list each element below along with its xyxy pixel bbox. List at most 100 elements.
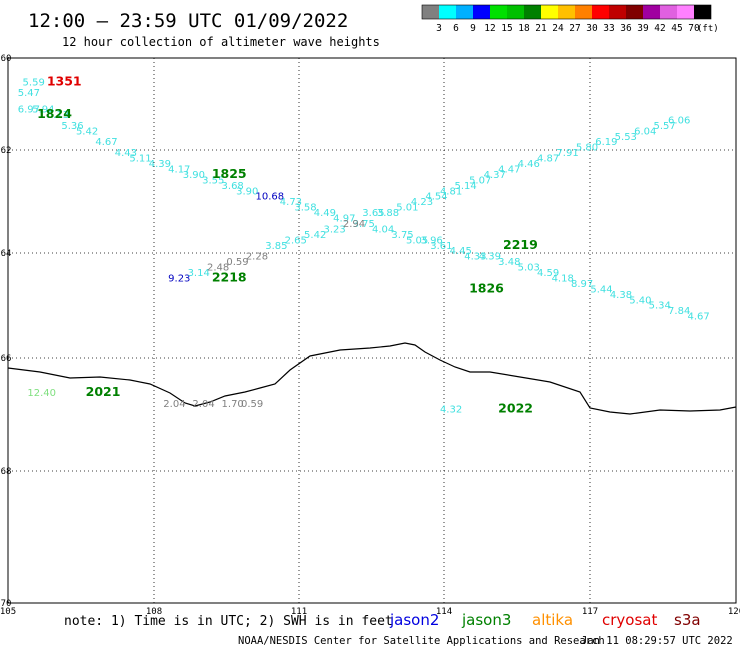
colorbar-label: 9 xyxy=(470,23,476,34)
swh-value-label: 5.53 xyxy=(615,132,637,143)
swh-value-label: 5.42 xyxy=(76,126,98,137)
swh-value-label: 2.94 xyxy=(343,219,365,230)
satellite-name: cryosat xyxy=(602,611,657,629)
swh-value-label: 4.87 xyxy=(537,154,559,165)
swh-value-label: 5.11 xyxy=(129,154,151,165)
pass-number-label: 2022 xyxy=(498,400,533,415)
swh-value-label: 12.40 xyxy=(27,388,56,399)
swh-value-label: 4.39 xyxy=(149,159,171,170)
swh-value-label: 5.80 xyxy=(576,143,598,154)
swh-value-label: 4.46 xyxy=(518,159,540,170)
lat-tick-label: 68 xyxy=(1,467,12,477)
lon-tick-label: 114 xyxy=(436,607,452,617)
colorbar-label: 36 xyxy=(620,23,632,34)
pass-labels: 1351 1824 1825 2219 1826 2218 2021 2022 xyxy=(37,73,538,415)
swh-value-label: 2.48 xyxy=(207,263,229,274)
pass-number-label: 2219 xyxy=(503,237,538,252)
pass-number-label: 1826 xyxy=(469,280,504,295)
colorbar-swatch xyxy=(660,5,677,19)
swh-value-label: 6.06 xyxy=(668,115,690,126)
swh-value-label: 5.13 xyxy=(47,110,69,121)
colorbar-unit: (ft) xyxy=(697,24,719,34)
swh-value-label: 4.45 xyxy=(450,246,472,257)
colorbar-label: 12 xyxy=(484,23,495,34)
swh-value-label: 4.38 xyxy=(610,290,632,301)
map-frame xyxy=(7,57,737,604)
swh-value-label: 4.23 xyxy=(411,197,433,208)
colorbar-label: 27 xyxy=(569,23,580,34)
swh-value-label: 6.97 xyxy=(18,105,40,116)
satellite-name: altika xyxy=(532,611,573,629)
lon-tick-label: 108 xyxy=(146,607,162,617)
swh-value-label: 5.05 xyxy=(406,235,428,246)
colorbar-label: 45 xyxy=(671,23,682,34)
swh-value-label: 3.68 xyxy=(222,181,244,192)
swh-value-label: 3.58 xyxy=(294,203,316,214)
footer-note: note: 1) Time is in UTC; 2) SWH is in fe… xyxy=(64,614,393,629)
colorbar-label: 33 xyxy=(603,23,614,34)
swh-value-label: 6.19 xyxy=(595,137,617,148)
lat-tick-label: 70 xyxy=(1,599,12,609)
swh-value-label: 4.97 xyxy=(333,214,355,225)
swh-value-label: 4.18 xyxy=(552,273,574,284)
colorbar-label: 3 xyxy=(436,23,442,34)
satellite-name: s3a xyxy=(674,611,701,629)
colorbar-label: 42 xyxy=(654,23,665,34)
colorbar-border xyxy=(421,4,712,20)
swh-value-label: 0.59 xyxy=(226,257,248,268)
lon-tick-label: 117 xyxy=(582,607,598,617)
swh-value-label: 3.48 xyxy=(498,257,520,268)
satellite-name: jason3 xyxy=(461,611,511,629)
swh-value-label: 0.59 xyxy=(241,399,263,410)
swh-value-label: 4.81 xyxy=(440,186,462,197)
swh-value-label: 4.33 xyxy=(464,252,486,263)
colorbar-swatch xyxy=(609,5,626,19)
colorbar-label: 30 xyxy=(586,23,598,34)
lon-tick-label: 120 xyxy=(728,607,740,617)
colorbar-swatch xyxy=(490,5,507,19)
swh-value-label: 5.42 xyxy=(304,230,326,241)
lat-tick-label: 66 xyxy=(1,354,12,364)
colorbar-swatch xyxy=(473,5,490,19)
lat-tick-label: 64 xyxy=(1,249,12,259)
swh-value-label: 4.67 xyxy=(687,312,709,323)
swh-value-label: 5.36 xyxy=(61,121,83,132)
swh-value-label: 4.43 xyxy=(115,148,137,159)
lon-tick-label: 105 xyxy=(0,607,16,617)
swh-value-label: 7.91 xyxy=(556,148,578,159)
swh-value-label: 4.32 xyxy=(440,404,462,415)
swh-value-label: 3.14 xyxy=(188,268,210,279)
graticule xyxy=(8,58,736,603)
swh-value-label: 2.28 xyxy=(246,252,268,263)
colorbar-swatch xyxy=(694,5,711,19)
swh-value-label: 4.59 xyxy=(537,268,559,279)
swh-value-label: 5.14 xyxy=(455,181,477,192)
swh-value-label: 5.34 xyxy=(649,301,671,312)
page-subtitle: 12 hour collection of altimeter wave hei… xyxy=(62,35,380,49)
pass-number-label: 1824 xyxy=(37,106,72,121)
swh-value-label: 4.47 xyxy=(498,164,520,175)
swh-value-label: 5.07 xyxy=(469,175,491,186)
swh-value-label: 8.97 xyxy=(571,279,593,290)
colorbar-swatch xyxy=(541,5,558,19)
swh-value-label: 4.49 xyxy=(314,208,336,219)
swh-value-label: 5.01 xyxy=(396,203,418,214)
pass-number-label: 1825 xyxy=(212,166,247,181)
swh-value-label: 5.47 xyxy=(18,88,40,99)
colorbar-swatch xyxy=(626,5,643,19)
swh-value-label: 3.75 xyxy=(353,219,375,230)
swh-value-label: 3.61 xyxy=(430,241,452,252)
swh-value-label: 5.03 xyxy=(518,263,540,274)
lat-tick-label: 62 xyxy=(1,146,12,156)
swh-value-label: 6.04 xyxy=(634,126,656,137)
colorbar-swatch xyxy=(439,5,456,19)
swh-value-label: 5.94 xyxy=(32,105,54,116)
swh-value-label: 3.75 xyxy=(391,230,413,241)
swh-value-label: 1.70 xyxy=(222,399,244,410)
swh-value-label: 4.67 xyxy=(95,137,117,148)
colorbar-label: 70 xyxy=(688,23,700,34)
colorbar-swatch xyxy=(677,5,694,19)
colorbar-swatch xyxy=(524,5,541,19)
